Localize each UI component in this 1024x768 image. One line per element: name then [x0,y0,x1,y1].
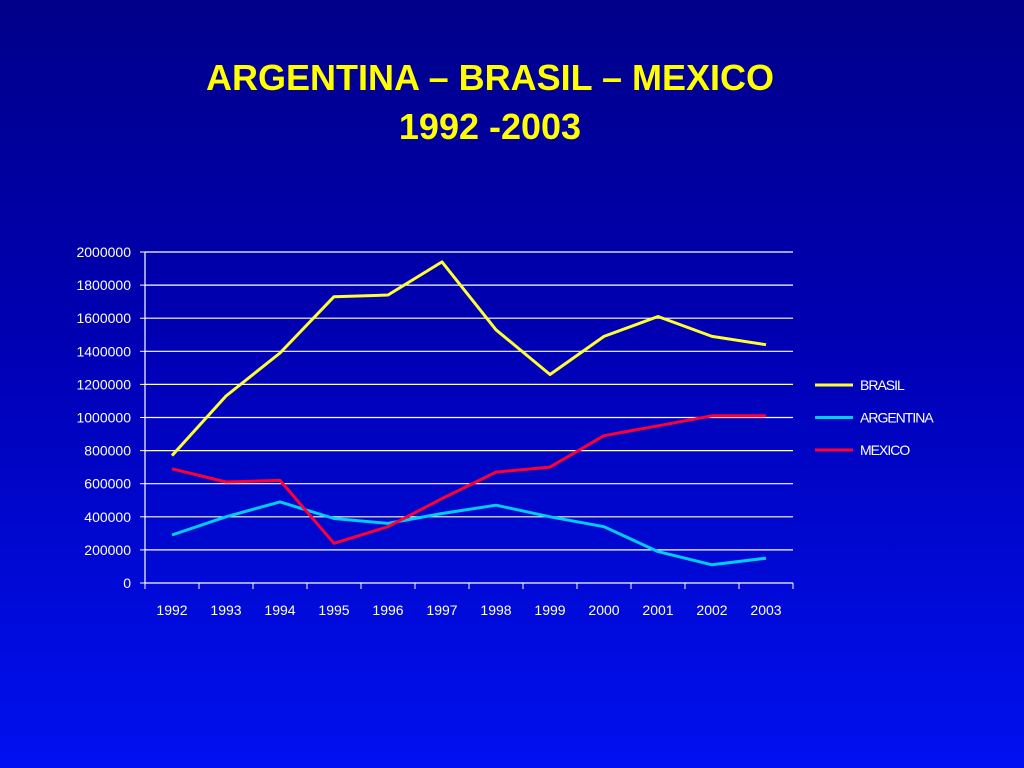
series-lines [170,260,767,567]
chart-title-line-2: 1992 -2003 [398,106,582,147]
legend-label: BRASIL [860,377,905,393]
chart-title-line-1: ARGENTINA – BRASIL – MEXICO [205,57,775,98]
y-tick-label: 0 [123,575,131,591]
legend-item-mexico: MEXICO [815,442,911,458]
x-tick-label: 1993 [210,602,241,618]
series-line-brasil [170,260,767,457]
x-tick-label: 1997 [426,602,457,618]
y-tick-label: 1400000 [76,343,131,359]
legend-item-argentina: ARGENTINA [815,410,935,426]
y-axis-ticks: 0 200000 400000 600000 800000 1000000 1200000 1… [76,244,145,591]
x-tick-label: 1992 [156,602,187,618]
legend-label: MEXICO [860,442,910,458]
x-tick-label: 2002 [696,602,727,618]
legend: BRASIL ARGENTINA MEXICO [815,377,935,458]
x-tick-label: 2001 [642,602,673,618]
y-tick-label: 200000 [84,542,131,558]
y-tick-label: 1600000 [76,310,131,326]
x-tick-label: 1996 [372,602,403,618]
y-tick-label: 800000 [84,443,131,459]
x-tick-label: 1994 [264,602,295,618]
x-tick-label: 2003 [750,602,781,618]
x-tick-label: 1995 [318,602,349,618]
x-tick-label: 1998 [480,602,511,618]
series-line-argentina [171,500,767,567]
x-axis-ticks: 1992 1993 1994 1995 1996 1997 1998 1999 2000 2001… [144,583,794,618]
y-tick-label: 1800000 [76,277,131,293]
legend-label: ARGENTINA [860,410,934,426]
x-tick-label: 2000 [588,602,619,618]
y-tick-label: 400000 [84,509,131,525]
y-tick-label: 600000 [84,476,131,492]
legend-item-brasil: BRASIL [815,377,906,393]
series-line-mexico [171,414,766,545]
y-tick-label: 1200000 [76,376,131,392]
y-tick-label: 1000000 [76,410,131,426]
y-tick-label: 2000000 [76,244,131,260]
x-tick-label: 1999 [534,602,565,618]
